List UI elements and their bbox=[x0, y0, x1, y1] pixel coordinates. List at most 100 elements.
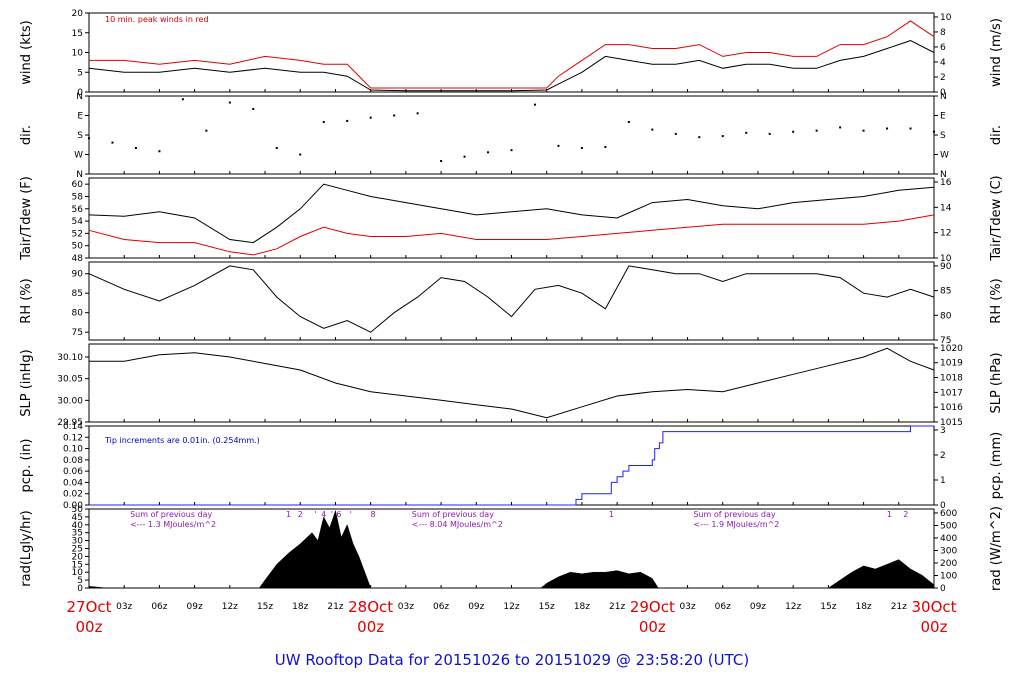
x-day-hour-label: 00z bbox=[639, 618, 666, 636]
x-hour-label: 09z bbox=[468, 602, 484, 612]
x-hour-label: 18z bbox=[574, 602, 590, 612]
x-hour-label: 09z bbox=[750, 602, 766, 612]
x-day-hour-label: 00z bbox=[357, 618, 384, 636]
left-tick-label: N bbox=[76, 170, 83, 180]
x-hour-label: 06z bbox=[715, 602, 731, 612]
dir-point bbox=[862, 129, 865, 132]
x-hour-label: 12z bbox=[503, 602, 519, 612]
dir-point bbox=[557, 144, 560, 147]
right-tick-label: 10 bbox=[940, 254, 952, 264]
left-tick-label: 0.06 bbox=[63, 467, 83, 477]
dir-point bbox=[698, 136, 701, 139]
panel-frame-2 bbox=[88, 177, 935, 259]
left-tick-label: 50 bbox=[72, 242, 84, 252]
left-tick-label: 58 bbox=[72, 192, 84, 202]
right-tick-label: 8 bbox=[940, 28, 946, 38]
x-hour-label: 03z bbox=[116, 602, 132, 612]
x-hour-label: 18z bbox=[855, 602, 871, 612]
right-tick-label: N bbox=[940, 170, 947, 180]
x-day-hour-label: 00z bbox=[76, 618, 103, 636]
left-tick-label: 60 bbox=[72, 180, 84, 190]
left-tick-label: 20 bbox=[72, 9, 84, 19]
y-axis-label-left: SLP (inHg) bbox=[19, 349, 34, 417]
left-tick-label: 0.12 bbox=[63, 433, 83, 443]
series-line-4-0 bbox=[89, 347, 935, 419]
left-tick-label: 29.95 bbox=[57, 418, 83, 428]
left-tick-label: 50 bbox=[72, 505, 84, 515]
left-tick-label: 90 bbox=[72, 270, 84, 280]
left-tick-label: 25 bbox=[72, 545, 83, 555]
left-tick-label: 15 bbox=[72, 29, 83, 39]
right-tick-label: 12 bbox=[940, 229, 951, 239]
dir-point bbox=[134, 147, 137, 149]
rad-annotation: Sum of previous day bbox=[412, 510, 494, 519]
right-tick-label: 1017 bbox=[940, 388, 963, 398]
dir-point bbox=[322, 121, 325, 123]
right-tick-label: W bbox=[940, 151, 949, 161]
x-hour-label: 12z bbox=[785, 602, 801, 612]
x-hour-label: 15z bbox=[257, 602, 273, 612]
left-tick-label: E bbox=[77, 112, 83, 122]
left-tick-label: 30.10 bbox=[57, 353, 83, 363]
x-hour-label: 06z bbox=[151, 602, 167, 612]
rad-annotation: <--- 1.3 MJoules/m^2 bbox=[130, 520, 216, 529]
y-axis-label-right: Tair/Tdew (C) bbox=[989, 175, 1004, 261]
dir-point bbox=[721, 135, 724, 138]
x-hour-label: 18z bbox=[292, 602, 308, 612]
right-tick-label: 1018 bbox=[940, 374, 963, 384]
x-hour-label: 03z bbox=[679, 602, 695, 612]
left-tick-label: 85 bbox=[72, 289, 83, 299]
x-hour-label: 21z bbox=[327, 602, 343, 612]
dir-point bbox=[88, 137, 90, 140]
right-tick-label: 1019 bbox=[940, 359, 963, 369]
dir-point bbox=[111, 141, 114, 144]
x-hour-label: 06z bbox=[433, 602, 449, 612]
y-axis-label-left: RH (%) bbox=[19, 278, 34, 323]
right-tick-label: 300 bbox=[940, 546, 957, 556]
y-axis-label-right: rad (W/m^2) bbox=[989, 506, 1004, 591]
left-tick-label: 0.02 bbox=[63, 490, 83, 500]
x-day-label: 27Oct bbox=[66, 598, 111, 616]
left-tick-label: 10 bbox=[72, 568, 84, 578]
dir-point bbox=[580, 147, 583, 149]
series-line-5-0 bbox=[89, 425, 934, 506]
dir-point bbox=[299, 153, 302, 156]
dir-point bbox=[604, 145, 607, 148]
rad-annotation: Sum of previous day bbox=[130, 510, 212, 519]
right-tick-label: 10 bbox=[940, 13, 952, 23]
right-tick-label: 80 bbox=[940, 311, 952, 321]
right-tick-label: 3 bbox=[940, 426, 946, 436]
x-hour-label: 21z bbox=[891, 602, 907, 612]
x-hour-label: 15z bbox=[820, 602, 836, 612]
x-day-label: 30Oct bbox=[911, 598, 956, 616]
rad-hour-mark: ' bbox=[314, 510, 316, 519]
rad-hour-mark: 8 bbox=[370, 510, 375, 519]
radiation-area bbox=[88, 509, 935, 589]
left-tick-label: 40 bbox=[72, 521, 84, 531]
left-tick-label: 5 bbox=[77, 68, 83, 78]
right-tick-label: 400 bbox=[940, 534, 957, 544]
x-hour-label: 15z bbox=[539, 602, 555, 612]
left-tick-label: 30 bbox=[72, 537, 84, 547]
rad-annotation: <--- 1.9 MJoules/m^2 bbox=[693, 520, 779, 529]
series-line-2-0 bbox=[88, 183, 935, 244]
dir-point bbox=[510, 149, 513, 152]
dir-point bbox=[158, 150, 161, 153]
dir-point bbox=[275, 147, 278, 149]
y-axis-label-right: wind (m/s) bbox=[989, 18, 1004, 87]
right-tick-label: 600 bbox=[940, 509, 957, 519]
right-tick-label: 85 bbox=[940, 287, 951, 297]
rad-hour-mark: 2 bbox=[298, 510, 303, 519]
left-tick-label: 54 bbox=[72, 217, 84, 227]
dir-point bbox=[886, 127, 889, 130]
left-tick-label: W bbox=[74, 151, 83, 161]
dir-point bbox=[674, 132, 677, 135]
dir-point bbox=[651, 128, 654, 131]
y-axis-label-left: dir. bbox=[19, 125, 34, 145]
x-day-label: 29Oct bbox=[630, 598, 675, 616]
right-tick-label: S bbox=[940, 131, 946, 141]
panel-frame-0 bbox=[88, 12, 935, 93]
x-day-label: 28Oct bbox=[348, 598, 393, 616]
left-tick-label: 35 bbox=[72, 529, 83, 539]
right-tick-label: E bbox=[940, 112, 946, 122]
